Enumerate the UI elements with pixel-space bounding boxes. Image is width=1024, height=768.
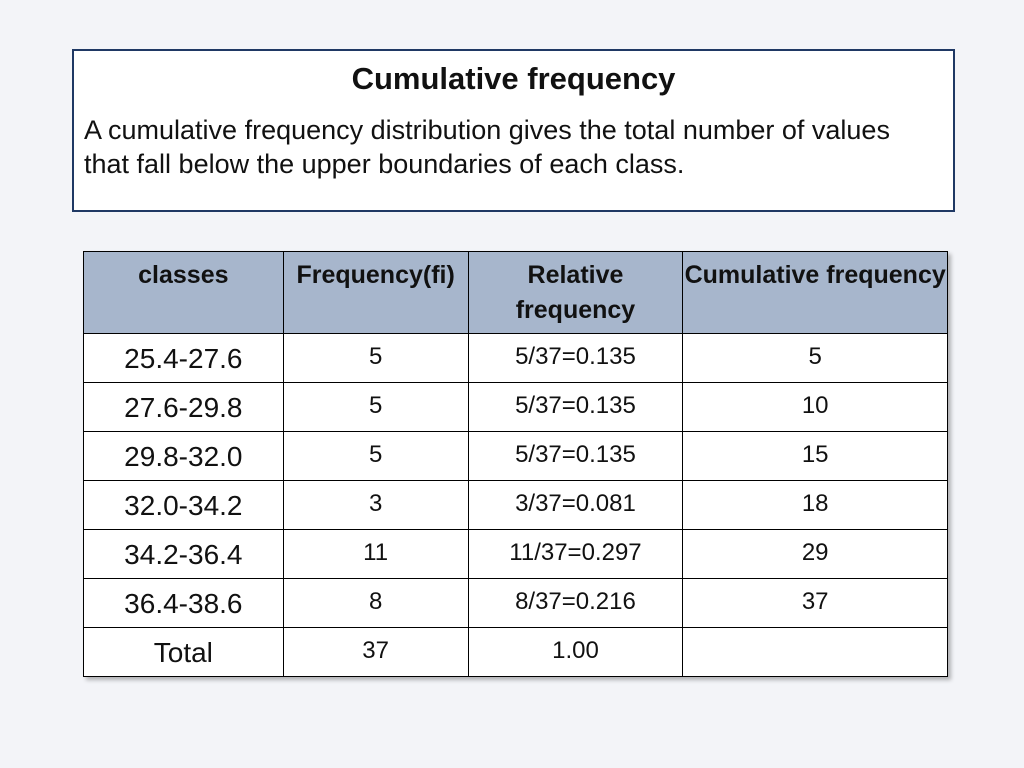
cell-cumulative-frequency: 10	[682, 382, 948, 432]
cell-classes: 29.8-32.0	[83, 431, 284, 481]
table-row: 32.0-34.2 3 3/37=0.081 18	[83, 480, 948, 530]
cell-total-frequency: 37	[282, 627, 469, 677]
cell-relative-frequency: 3/37=0.081	[467, 480, 684, 530]
definition-box: Cumulative frequency A cumulative freque…	[72, 49, 955, 212]
cell-relative-frequency: 5/37=0.135	[467, 431, 684, 481]
cell-frequency: 5	[282, 382, 469, 432]
cell-classes: 25.4-27.6	[83, 333, 284, 383]
cell-total-label: Total	[83, 627, 284, 677]
table-row: 27.6-29.8 5 5/37=0.135 10	[83, 382, 948, 432]
cell-frequency: 11	[282, 529, 469, 579]
cell-total-cumulative-frequency	[682, 627, 948, 677]
cell-cumulative-frequency: 5	[682, 333, 948, 383]
slide-title: Cumulative frequency	[351, 61, 676, 96]
header-classes: classes	[83, 251, 284, 334]
cell-cumulative-frequency: 18	[682, 480, 948, 530]
table-row: 36.4-38.6 8 8/37=0.216 37	[83, 578, 948, 628]
cell-frequency: 5	[282, 431, 469, 481]
table-row: 25.4-27.6 5 5/37=0.135 5	[83, 333, 948, 383]
cell-classes: 27.6-29.8	[83, 382, 284, 432]
cell-cumulative-frequency: 29	[682, 529, 948, 579]
cumulative-frequency-table: classes Frequency(fi) Relative frequency…	[83, 251, 948, 677]
cell-relative-frequency: 8/37=0.216	[467, 578, 684, 628]
header-frequency: Frequency(fi)	[282, 251, 469, 334]
cell-classes: 32.0-34.2	[83, 480, 284, 530]
definition-text: A cumulative frequency distribution give…	[84, 115, 890, 179]
cell-total-relative-frequency: 1.00	[467, 627, 684, 677]
cell-frequency: 3	[282, 480, 469, 530]
cell-relative-frequency: 5/37=0.135	[467, 382, 684, 432]
table-total-row: Total 37 1.00	[83, 627, 948, 677]
cell-frequency: 8	[282, 578, 469, 628]
cell-frequency: 5	[282, 333, 469, 383]
cell-cumulative-frequency: 37	[682, 578, 948, 628]
cell-cumulative-frequency: 15	[682, 431, 948, 481]
cell-relative-frequency: 5/37=0.135	[467, 333, 684, 383]
cell-relative-frequency: 11/37=0.297	[467, 529, 684, 579]
cell-classes: 34.2-36.4	[83, 529, 284, 579]
header-relative-frequency: Relative frequency	[467, 251, 684, 334]
table-row: 34.2-36.4 11 11/37=0.297 29	[83, 529, 948, 579]
table-row: 29.8-32.0 5 5/37=0.135 15	[83, 431, 948, 481]
table-header-row: classes Frequency(fi) Relative frequency…	[83, 251, 948, 334]
cell-classes: 36.4-38.6	[83, 578, 284, 628]
header-cumulative-frequency: Cumulative frequency	[682, 251, 948, 334]
